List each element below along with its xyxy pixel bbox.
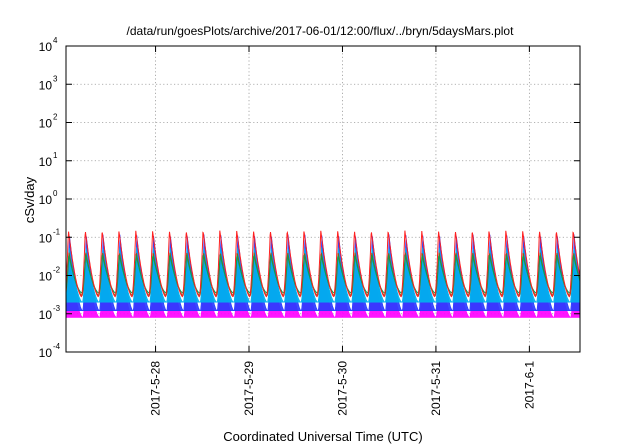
series-layer bbox=[66, 230, 580, 318]
x-tick-label: 2017-5-31 bbox=[429, 361, 443, 416]
y-tick-exponent: 0 bbox=[53, 189, 58, 198]
plot-frame bbox=[65, 45, 581, 353]
y-tick-label: 10 bbox=[39, 117, 53, 131]
y-tick-exponent: 4 bbox=[53, 36, 58, 45]
y-tick-label: 10 bbox=[39, 308, 53, 322]
x-tick-label: 2017-5-28 bbox=[149, 361, 163, 416]
y-tick-label: 10 bbox=[39, 270, 53, 284]
y-tick-exponent: 3 bbox=[53, 74, 58, 83]
x-axis-label: Coordinated Universal Time (UTC) bbox=[223, 429, 422, 444]
y-tick-label: 10 bbox=[39, 78, 53, 92]
series-line bbox=[66, 230, 580, 298]
y-tick-exponent: -4 bbox=[53, 342, 61, 351]
gridlines bbox=[66, 46, 580, 352]
series-line bbox=[66, 253, 580, 294]
x-tick-label: 2017-5-30 bbox=[335, 361, 349, 416]
chart-title: /data/run/goesPlots/archive/2017-06-01/1… bbox=[127, 24, 515, 38]
y-tick-label: 10 bbox=[39, 40, 53, 54]
y-tick-label: 10 bbox=[39, 231, 53, 245]
y-tick-label: 10 bbox=[39, 155, 53, 169]
y-tick-label: 10 bbox=[39, 346, 53, 360]
y-axis-label: cSv/day bbox=[22, 176, 37, 223]
y-tick-exponent: 2 bbox=[53, 113, 58, 122]
y-tick-exponent: -3 bbox=[53, 304, 61, 313]
y-tick-label: 10 bbox=[39, 193, 53, 207]
x-tick-label: 2017-6-1 bbox=[522, 361, 536, 409]
x-tick-label: 2017-5-29 bbox=[242, 361, 256, 416]
y-tick-exponent: 1 bbox=[53, 151, 58, 160]
y-tick-exponent: -1 bbox=[53, 227, 61, 236]
y-tick-exponent: -2 bbox=[53, 266, 61, 275]
